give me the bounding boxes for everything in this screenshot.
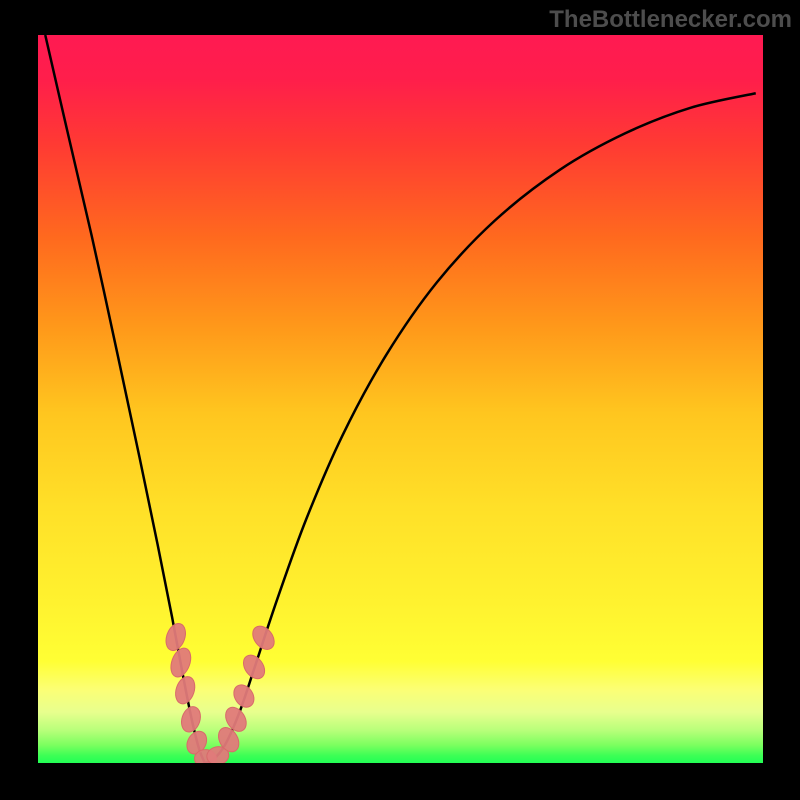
curve-right [205, 93, 756, 763]
data-marker [248, 622, 278, 654]
plot-area [38, 35, 763, 763]
chart-svg [38, 35, 763, 763]
data-marker [178, 704, 203, 734]
chart-container: TheBottlenecker.com [0, 0, 800, 800]
data-marker [230, 681, 258, 711]
data-marker [239, 651, 269, 683]
data-marker [172, 674, 198, 706]
watermark-text: TheBottlenecker.com [549, 6, 792, 34]
